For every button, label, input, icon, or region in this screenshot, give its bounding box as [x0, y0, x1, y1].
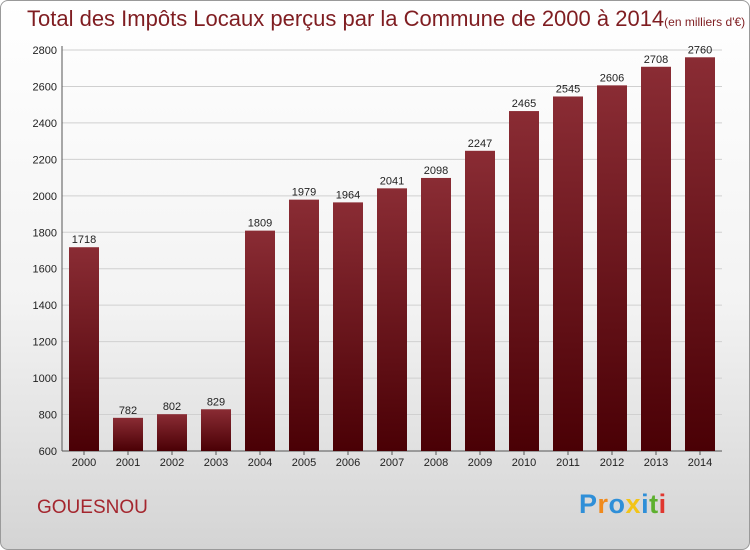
bar-value-label: 1964 — [336, 189, 360, 201]
bar — [333, 202, 363, 451]
bar — [245, 230, 275, 451]
x-tick-label: 2013 — [644, 457, 668, 469]
x-tick-label: 2008 — [424, 457, 448, 469]
bar — [597, 85, 627, 452]
x-tick-label: 2005 — [292, 457, 316, 469]
bar — [69, 247, 99, 451]
y-tick-label: 2800 — [33, 45, 57, 57]
bar-value-label: 1718 — [72, 234, 96, 246]
bar — [113, 417, 143, 451]
bar — [421, 177, 451, 452]
x-tick-label: 2011 — [556, 457, 580, 469]
logo-letter: i — [658, 489, 667, 519]
x-tick-label: 2009 — [468, 457, 492, 469]
logo-letter: o — [608, 489, 626, 519]
logo-letter: x — [625, 489, 642, 519]
x-tick-label: 2000 — [72, 457, 96, 469]
x-tick-label: 2004 — [248, 457, 272, 469]
bar-value-label: 2098 — [424, 165, 448, 177]
bar — [289, 199, 319, 451]
x-tick-label: 2007 — [380, 457, 404, 469]
y-tick-label: 1400 — [33, 300, 57, 312]
bar — [157, 414, 187, 451]
logo-letter: r — [597, 489, 609, 519]
bar-value-label: 2708 — [644, 54, 668, 66]
bar-value-label: 1979 — [292, 187, 316, 199]
bar-value-label: 1809 — [248, 218, 272, 230]
x-tick-label: 2010 — [512, 457, 536, 469]
bar — [641, 66, 671, 451]
y-tick-label: 600 — [39, 446, 57, 458]
bar-value-label: 2247 — [468, 138, 492, 150]
chart-title: Total des Impôts Locaux perçus par la Co… — [27, 6, 665, 31]
logo-letter: P — [579, 489, 598, 519]
bar-value-label: 782 — [119, 405, 137, 417]
y-tick-label: 1000 — [33, 373, 57, 385]
x-tick-label: 2001 — [116, 457, 140, 469]
x-tick-label: 2002 — [160, 457, 184, 469]
bar-value-label: 2545 — [556, 83, 580, 95]
y-tick-label: 1200 — [33, 337, 57, 349]
bar — [553, 96, 583, 451]
y-tick-label: 2600 — [33, 81, 57, 93]
y-tick-label: 1800 — [33, 227, 57, 239]
logo-letter: i — [641, 489, 650, 519]
y-tick-label: 2400 — [33, 118, 57, 130]
bar-value-label: 2465 — [512, 98, 536, 110]
bar — [509, 111, 539, 451]
bar-value-label: 2041 — [380, 175, 404, 187]
logo-letter: t — [649, 489, 659, 519]
y-tick-label: 800 — [39, 410, 57, 422]
x-tick-label: 2012 — [600, 457, 624, 469]
bar-value-label: 802 — [163, 401, 181, 413]
y-tick-label: 1600 — [33, 264, 57, 276]
bar-value-label: 829 — [207, 396, 225, 408]
y-tick-label: 2000 — [33, 191, 57, 203]
bar — [377, 188, 407, 451]
proxiti-logo: Proxiti — [579, 489, 667, 520]
x-tick-label: 2003 — [204, 457, 228, 469]
bar — [465, 150, 495, 451]
x-tick-label: 2014 — [688, 457, 712, 469]
commune-name: GOUESNOU — [37, 497, 148, 518]
unit-note: (en milliers d'€) — [664, 15, 746, 29]
bar-value-label: 2760 — [688, 44, 712, 56]
y-tick-label: 2200 — [33, 154, 57, 166]
bar-value-label: 2606 — [600, 72, 624, 84]
x-tick-label: 2006 — [336, 457, 360, 469]
chart-title-block: Total des Impôts Locaux perçus par la Co… — [27, 6, 745, 32]
bar — [201, 409, 231, 451]
bar — [685, 57, 715, 452]
